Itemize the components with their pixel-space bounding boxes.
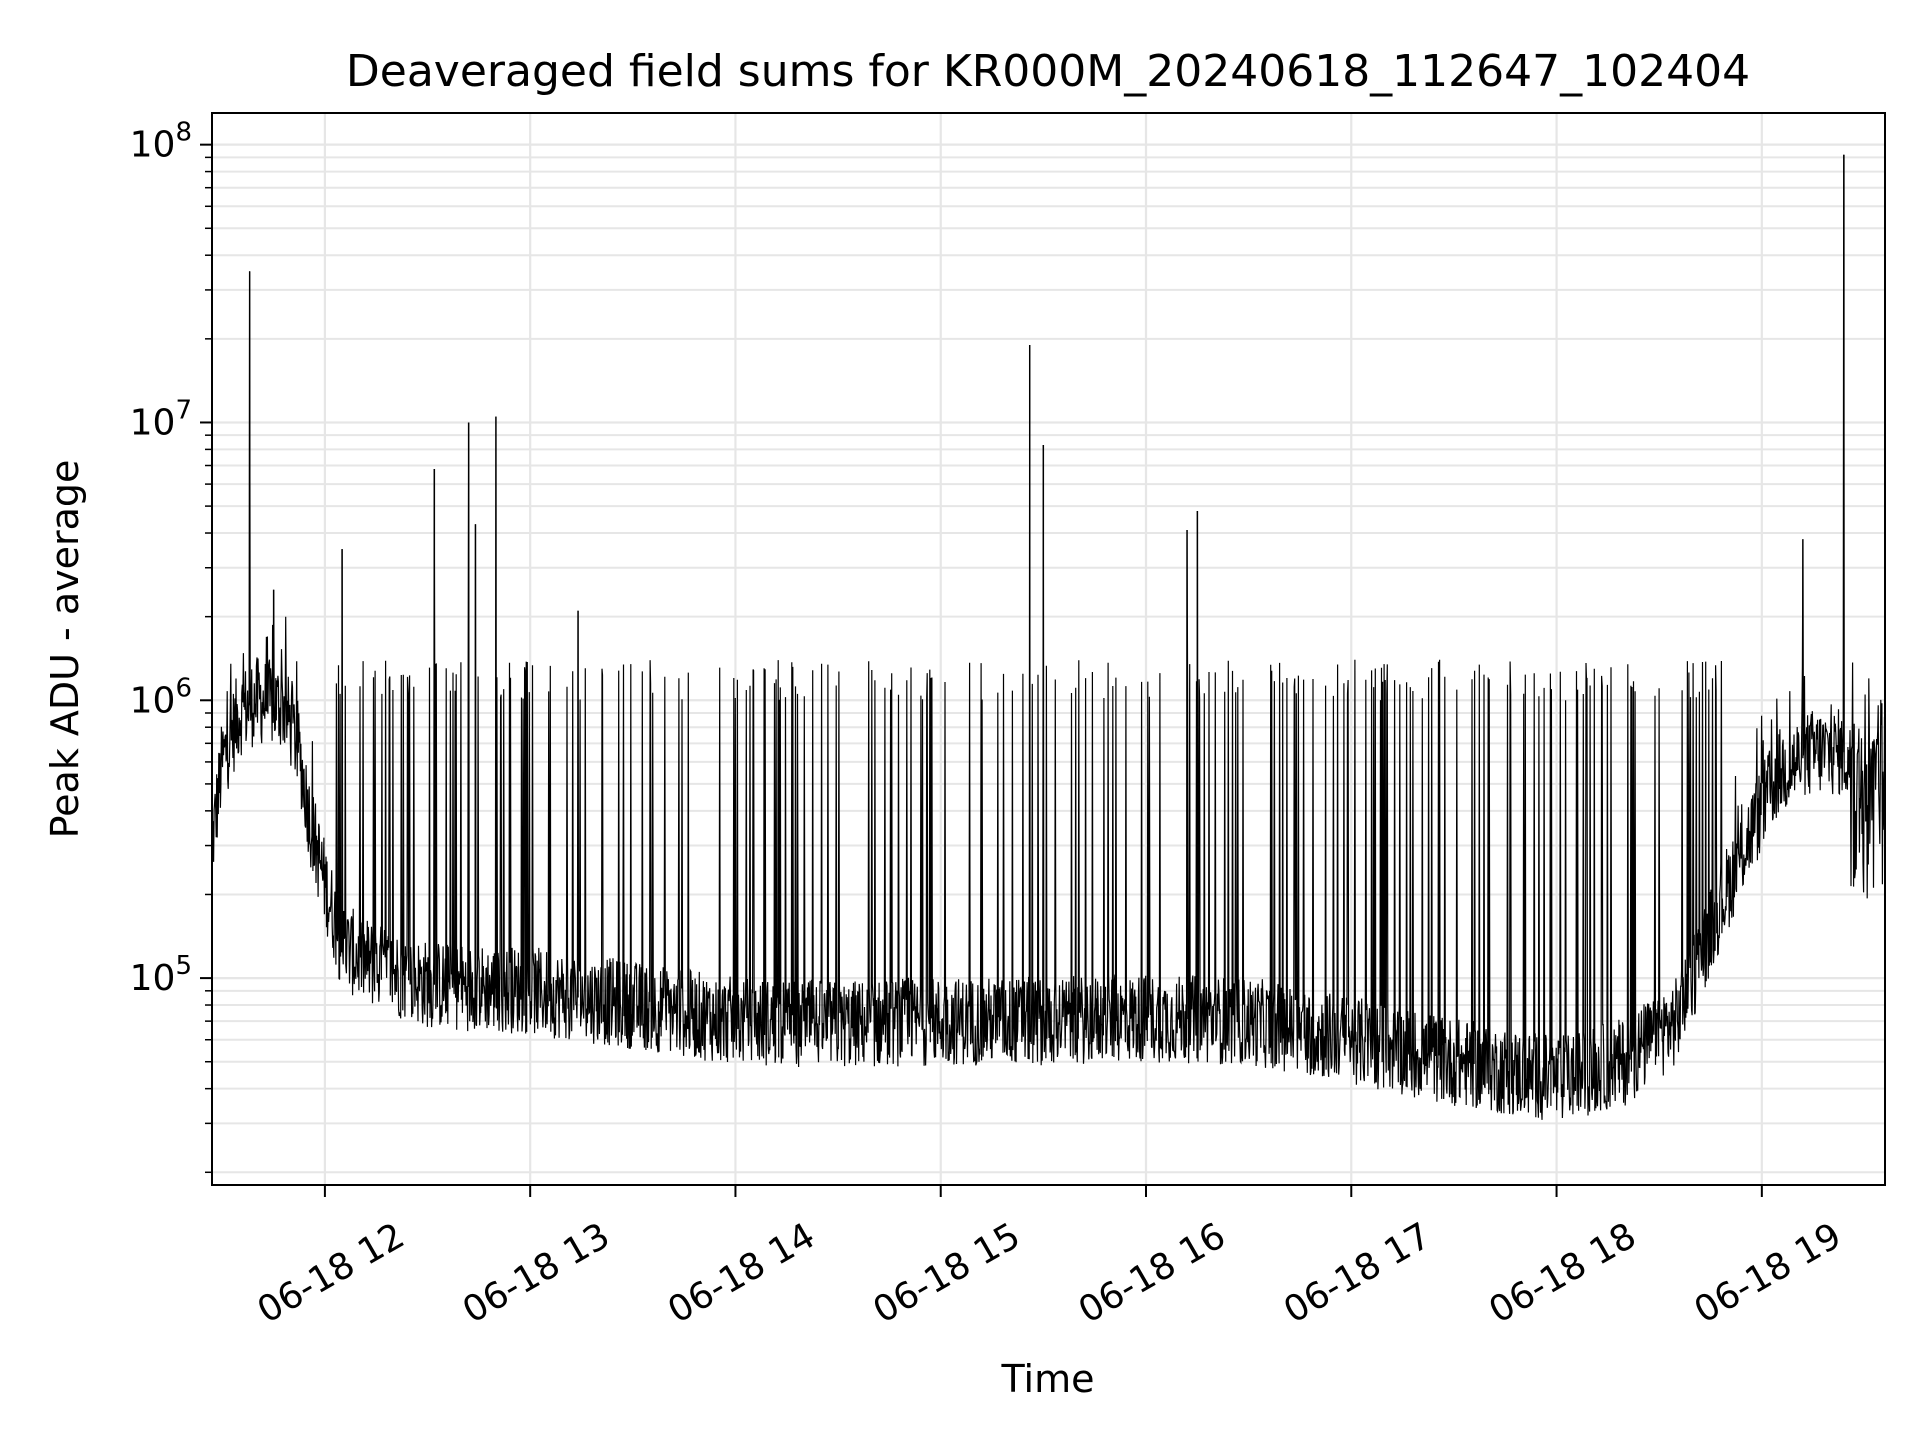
x-axis-label: Time [1001, 1357, 1095, 1401]
y-tick-label: 108 [130, 118, 192, 166]
y-axis-label: Peak ADU - average [43, 460, 87, 839]
y-axis: 105 106 107 108 [130, 118, 212, 1174]
y-tick-label: 107 [130, 395, 192, 443]
y-tick-label: 106 [130, 673, 192, 721]
grid [212, 113, 1885, 1185]
plot-frame [211, 112, 1886, 1186]
series-line [211, 154, 1886, 1120]
y-tick-label: 105 [130, 951, 192, 999]
series-layer [211, 154, 1886, 1120]
chart-title: Deaveraged field sums for KR000M_2024061… [346, 46, 1750, 97]
